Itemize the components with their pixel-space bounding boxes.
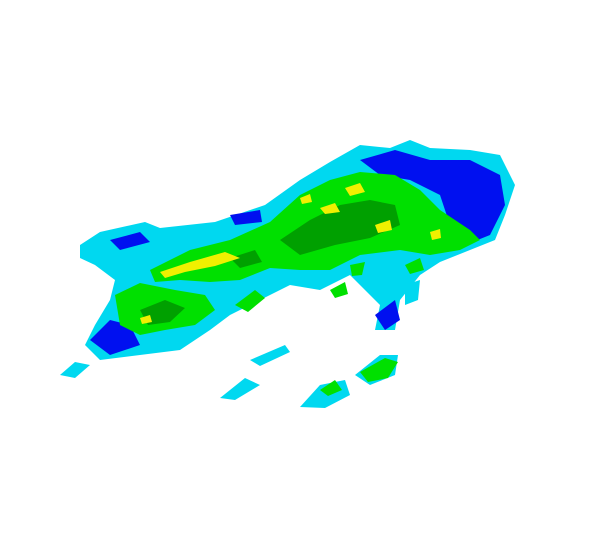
- echo-cell-green-3: [320, 380, 342, 396]
- echo-cell-dark-green-2: [230, 250, 262, 268]
- echo-cell-yellow-5: [140, 315, 152, 324]
- echo-cell-yellow-4: [300, 194, 312, 204]
- echo-cell-dark-green-1: [140, 300, 185, 325]
- echo-cell-cyan-1: [60, 362, 90, 378]
- echo-cell-yellow-0: [160, 252, 240, 278]
- echo-cell-blue-4: [230, 210, 262, 225]
- echo-cell-green-6: [350, 262, 365, 276]
- echo-cell-yellow-6: [430, 229, 441, 240]
- echo-yellow: [140, 183, 441, 324]
- echo-cell-yellow-2: [345, 183, 365, 196]
- echo-cell-green-2: [235, 290, 265, 312]
- echo-cell-blue-3: [375, 300, 400, 330]
- echo-cell-dark-green-0: [280, 200, 400, 255]
- echo-cell-yellow-1: [320, 203, 340, 214]
- echo-cell-cyan-2: [220, 378, 260, 400]
- echo-dark-green: [140, 200, 400, 325]
- echo-cell-yellow-3: [375, 220, 392, 233]
- echo-cell-green-5: [330, 282, 348, 298]
- echo-cell-cyan-6: [405, 280, 420, 305]
- echo-cell-green-4: [360, 358, 398, 382]
- echo-cell-cyan-3: [250, 345, 290, 366]
- echo-cell-green-7: [405, 258, 424, 274]
- echo-cell-blue-0: [360, 150, 505, 245]
- echo-cell-cyan-4: [300, 380, 350, 408]
- echo-cell-blue-2: [110, 232, 150, 250]
